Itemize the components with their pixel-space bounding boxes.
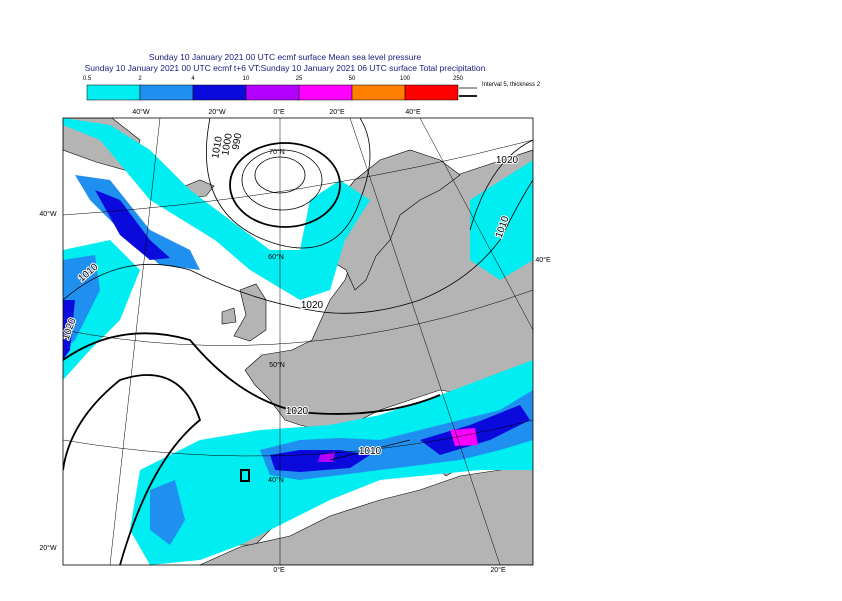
graticule-label: 70°N [269, 148, 285, 156]
graticule-label: 0°E [273, 108, 285, 116]
graticule-label: 40°W [132, 108, 150, 116]
title: Sunday 10 January 2021 00 UTC ecmf surfa… [149, 52, 421, 62]
legend-label: 25 [296, 76, 303, 82]
legend-label: 10 [243, 76, 250, 82]
graticule-label: 50°N [269, 361, 285, 369]
legend-swatch [139, 84, 194, 101]
legend-swatch [192, 84, 247, 101]
legend-label: 250 [453, 76, 464, 82]
graticule-label: 0°E [273, 566, 285, 574]
graticule-label: 60°N [268, 253, 284, 261]
isobar-label: 1020 [286, 406, 309, 417]
legend-swatch [298, 84, 353, 101]
legend-swatch [404, 84, 459, 101]
graticule-label: 20°E [329, 108, 345, 116]
isobar-label: 1020 [496, 155, 519, 166]
subtitle: Sunday 10 January 2021 00 UTC ecmf t+6 V… [85, 63, 486, 73]
graticule [63, 118, 533, 565]
isobar-label: 1020 [301, 300, 324, 311]
box-marker [240, 469, 250, 482]
graticule-label: 20°E [490, 566, 506, 574]
graticule-label: 40°E [405, 108, 421, 116]
legend-label: 100 [400, 76, 411, 82]
legend-label: 0.5 [83, 76, 92, 82]
legend-label: 50 [349, 76, 356, 82]
legend-label: 4 [191, 76, 195, 82]
legend-swatch [245, 84, 300, 101]
contour-note: Interval 5, thickness 2 [482, 82, 541, 88]
graticule-label: 40°W [39, 210, 57, 218]
isobar-label: 1000 [220, 132, 235, 156]
isobar-label: 1010 [210, 135, 225, 159]
isobars [63, 118, 533, 565]
legend-label: 2 [138, 76, 142, 82]
isobar-label: 990 [231, 132, 245, 151]
legend-swatch [86, 84, 141, 101]
graticule-label: 40°E [535, 256, 551, 264]
map: 101010009901020101010101020102010201010 … [63, 118, 533, 565]
graticule-labels-inner: 70°N 60°N 50°N 40°N [268, 148, 285, 484]
graticule-labels: 40°W 20°W 0°E 20°E 40°E 40°W 20°W 40°E 0°E 20°E [39, 108, 551, 574]
legend-swatch [351, 84, 406, 101]
legend: 0.5 2 4 10 25 50 100 250 [83, 76, 464, 101]
graticule-label: 20°W [39, 544, 57, 552]
graticule-label: 20°W [208, 108, 226, 116]
map-frame [62, 117, 534, 566]
isobar-label: 1010 [359, 446, 382, 457]
graticule-label: 40°N [268, 476, 284, 484]
